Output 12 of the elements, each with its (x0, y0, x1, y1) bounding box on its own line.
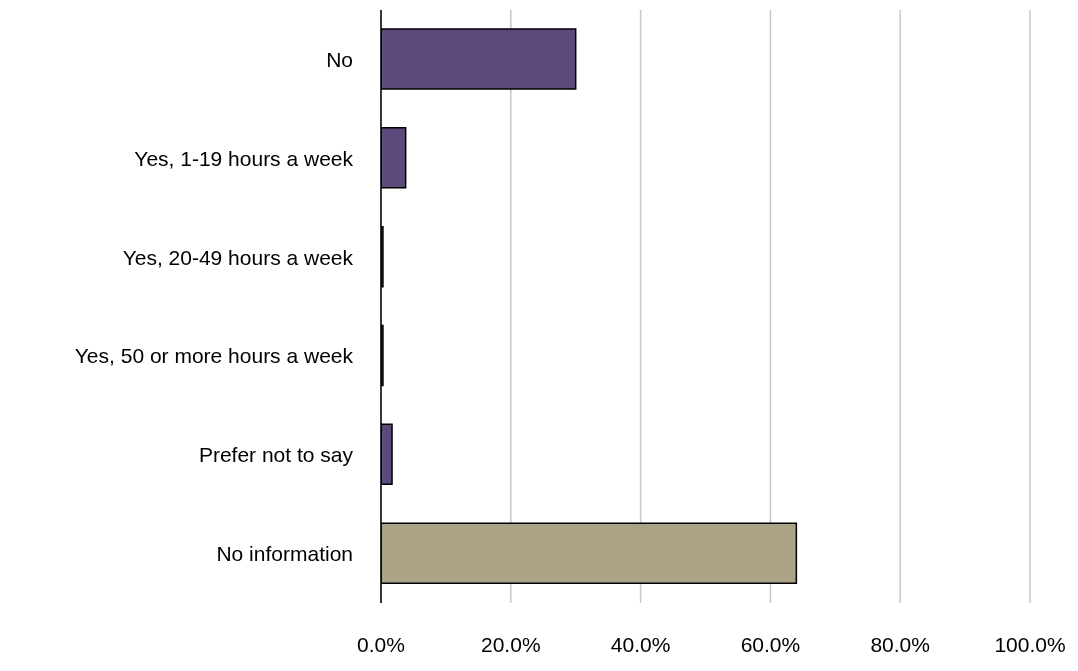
x-tick-label: 20.0% (481, 632, 541, 656)
y-tick-label: Yes, 50 or more hours a week (74, 344, 354, 368)
x-tick-label: 60.0% (740, 632, 801, 656)
x-tick-label: 100.0% (994, 632, 1066, 656)
y-tick-label: Yes, 1-19 hours a week (134, 146, 354, 170)
x-tick-label: 40.0% (610, 632, 671, 656)
x-tick-label: 80.0% (870, 632, 930, 656)
y-tick-label: Prefer not to say (198, 443, 354, 467)
y-tick-label: No (326, 47, 353, 71)
y-tick-label: Yes, 20-49 hours a week (122, 245, 354, 269)
x-tick-label: 0.0% (357, 632, 405, 656)
y-tick-label: No information (216, 542, 353, 566)
